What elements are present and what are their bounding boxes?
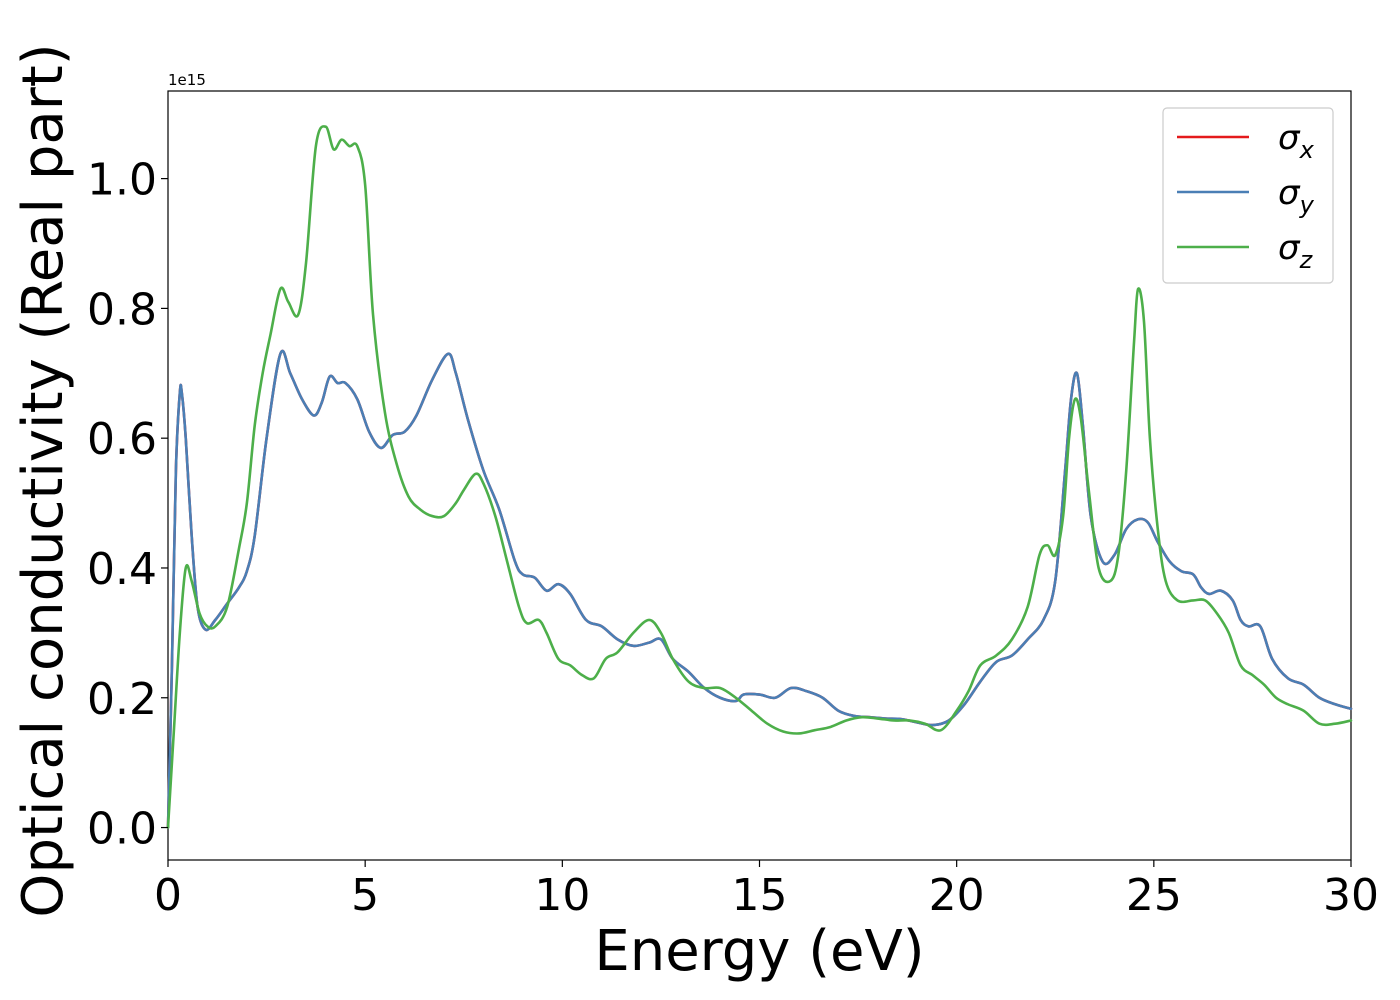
y-tick-label: 0.0: [87, 804, 157, 855]
y-tick-label: 0.6: [87, 414, 157, 465]
x-axis: 0 5 10 15 20 25 30: [154, 860, 1379, 921]
series-layer: [166, 125, 1353, 829]
x-tick-label: 0: [154, 870, 182, 921]
x-tick-label: 25: [1126, 870, 1182, 921]
x-axis-title: Energy (eV): [594, 919, 924, 984]
y-axis: 0.0 0.2 0.4 0.6 0.8 1.0: [87, 155, 168, 855]
x-tick-label: 5: [351, 870, 379, 921]
y-tick-label: 0.8: [87, 284, 157, 335]
legend-box: [1162, 107, 1334, 284]
x-tick-label: 20: [929, 870, 985, 921]
series-line-z: [166, 125, 1353, 829]
y-tick-label: 0.4: [87, 544, 157, 595]
x-tick-label: 10: [534, 870, 590, 921]
y-axis-title: Optical conductivity (Real part): [11, 43, 76, 917]
y-offset-label: 1e15: [168, 71, 206, 89]
y-tick-label: 1.0: [87, 155, 157, 206]
x-tick-label: 30: [1323, 870, 1379, 921]
x-tick-label: 15: [732, 870, 788, 921]
series-line-y: [166, 349, 1353, 829]
series-line-x: [166, 349, 1353, 829]
y-tick-label: 0.2: [87, 674, 157, 725]
